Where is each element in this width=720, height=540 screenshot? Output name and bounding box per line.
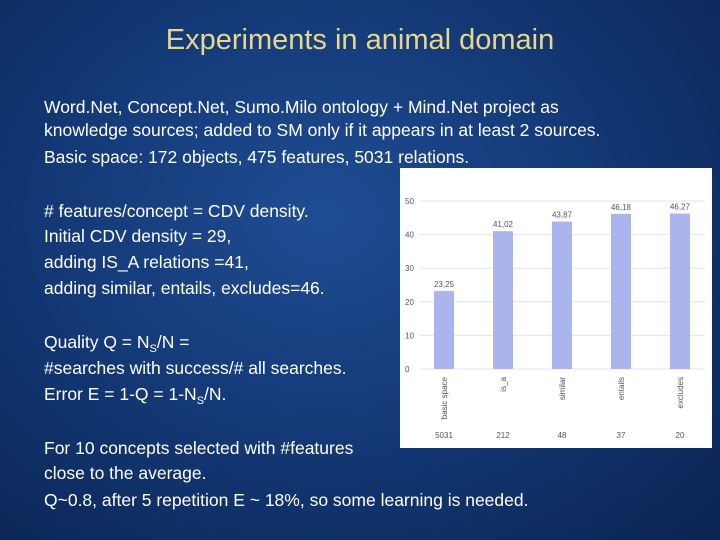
bar — [552, 221, 572, 369]
outro-line: Q~0.8, after 5 repetition E ~ 18%, so so… — [44, 490, 529, 510]
x-tick-label: excludes — [676, 377, 685, 409]
text-span: Error E = 1-Q = 1-N — [44, 384, 197, 404]
text-span: /N. — [204, 384, 227, 404]
value-label: 46,27 — [670, 203, 691, 212]
intro-line: Word.Net, Concept.Net, Sumo.Milo ontolog… — [44, 97, 559, 117]
y-tick-label: 50 — [405, 197, 414, 206]
intro-line: Basic space: 172 objects, 475 features, … — [44, 147, 470, 167]
density-line: Initial CDV density = 29, — [44, 226, 232, 246]
x-tick-label: basic space — [440, 376, 449, 419]
count-label: 5031 — [435, 431, 453, 440]
y-tick-label: 30 — [405, 264, 414, 273]
text-span: #searches with success/# all searches. — [44, 358, 347, 378]
y-tick-label: 0 — [405, 365, 410, 374]
y-tick-label: 20 — [405, 298, 414, 307]
bar — [434, 290, 454, 369]
outro-line: For 10 concepts selected with #features — [44, 438, 354, 458]
y-tick-label: 10 — [405, 331, 414, 340]
value-label: 43,87 — [552, 211, 573, 220]
count-label: 37 — [617, 431, 626, 440]
intro-line: knowledge sources; added to SM only if i… — [44, 120, 601, 140]
y-tick-label: 40 — [405, 231, 414, 240]
slide-title: Experiments in animal domain — [165, 24, 555, 56]
value-label: 23,25 — [434, 280, 455, 289]
text-span: Quality Q = N — [44, 332, 150, 352]
chart: 0 10 20 30 40 50 23,25 basic space 5031 41,02 is_a… — [400, 168, 712, 448]
x-tick-label: entails — [617, 377, 626, 400]
density-line: adding similar, entails, excludes=46. — [44, 278, 325, 298]
quality-line: Error E = 1-Q = 1-NS/N. — [44, 384, 226, 411]
quality-line: Quality Q = NS/N = — [44, 332, 189, 359]
subscript: S — [149, 343, 157, 355]
count-label: 20 — [676, 431, 685, 440]
bar — [611, 213, 631, 369]
x-tick-label: is_a — [499, 376, 508, 391]
subscript: S — [196, 395, 205, 407]
density-line: adding IS_A relations =41, — [44, 252, 249, 272]
value-label: 41,02 — [493, 220, 514, 229]
density-line: # features/concept = CDV density. — [44, 201, 309, 221]
x-tick-label: similar — [558, 377, 567, 400]
text-span: /N = — [156, 332, 190, 352]
bar — [493, 231, 513, 369]
outro-line: close to the average. — [44, 463, 207, 483]
quality-line: #searches with success/# all searches. — [44, 358, 347, 378]
value-label: 46,18 — [611, 203, 632, 212]
count-label: 212 — [496, 431, 510, 440]
count-label: 48 — [558, 431, 567, 440]
bar — [670, 213, 690, 369]
